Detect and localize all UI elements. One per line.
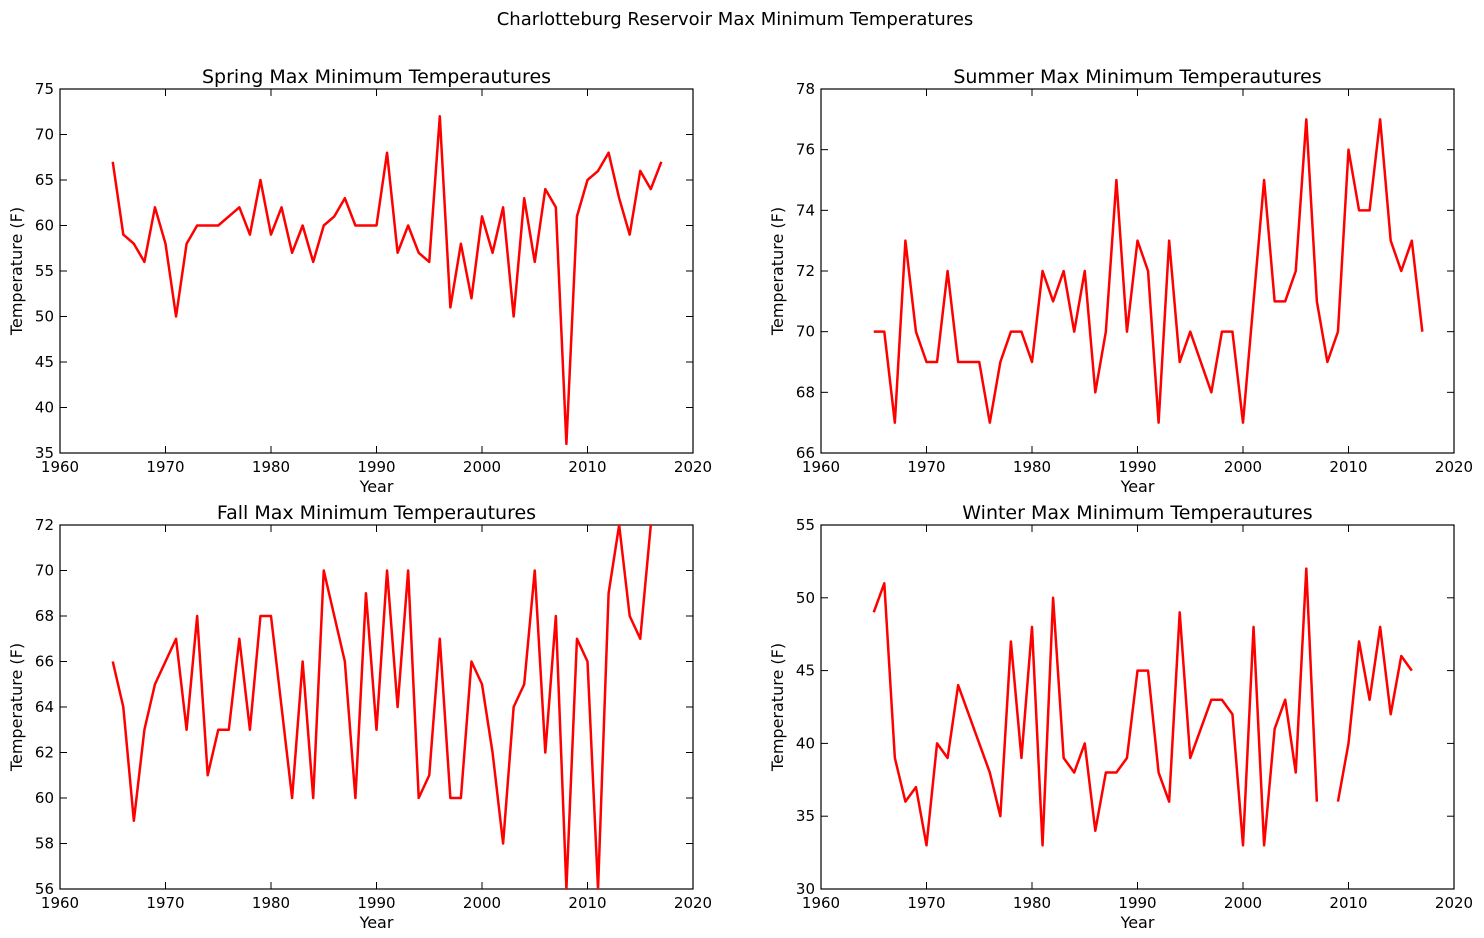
y-tick-label: 64 <box>35 698 54 716</box>
x-tick-label: 2000 <box>1224 458 1262 476</box>
x-tick-label: 1980 <box>252 894 290 912</box>
x-axis-label: Year <box>359 913 394 932</box>
axes-frame <box>59 88 694 454</box>
figure-title: Charlotteburg Reservoir Max Minimum Temp… <box>497 9 974 30</box>
y-tick-label: 40 <box>35 399 54 417</box>
axes-frame <box>820 88 1455 454</box>
x-tick-label: 2010 <box>1329 894 1367 912</box>
x-tick-label: 1960 <box>802 458 840 476</box>
y-tick-label: 66 <box>796 444 815 462</box>
x-tick-label: 1970 <box>146 458 184 476</box>
y-tick-label: 72 <box>35 516 54 534</box>
x-tick-label: 1990 <box>357 458 395 476</box>
x-tick-label: 2010 <box>568 894 606 912</box>
x-tick-label: 1970 <box>907 894 945 912</box>
axes-frame <box>820 524 1455 890</box>
y-tick-label: 58 <box>35 835 54 853</box>
y-tick-label: 74 <box>796 201 815 219</box>
y-tick-label: 78 <box>796 80 815 98</box>
y-tick-label: 70 <box>35 562 54 580</box>
y-axis-label: Temperature (F) <box>7 207 26 336</box>
x-tick-label: 1970 <box>146 894 184 912</box>
chart-fall: 1960 1970 1980 1990 2000 2010 2020 56 58 60 62 64 66… <box>7 502 712 932</box>
y-tick-label: 35 <box>35 444 54 462</box>
series-line-summer <box>873 118 1424 424</box>
chart-title: Winter Max Minimum Temperautures <box>962 502 1312 524</box>
chart-spring: 1960 1970 1980 1990 2000 2010 2020 35 40 45 50 55 60… <box>7 66 712 496</box>
x-tick-label: 1960 <box>802 894 840 912</box>
x-tick-label: 2000 <box>463 458 501 476</box>
chart-title: Fall Max Minimum Temperautures <box>217 502 536 524</box>
y-tick-label: 60 <box>35 217 54 235</box>
chart-title: Spring Max Minimum Temperautures <box>202 66 551 88</box>
x-tick-label: 2000 <box>1224 894 1262 912</box>
y-tick-label: 70 <box>796 323 815 341</box>
y-tick-label: 56 <box>35 880 54 898</box>
y-tick-label: 50 <box>35 308 54 326</box>
y-tick-label: 76 <box>796 141 815 159</box>
x-tick-label: 2010 <box>568 458 606 476</box>
y-tick-label: 50 <box>796 589 815 607</box>
x-tick-label: 1960 <box>41 894 79 912</box>
axes-frame <box>59 524 694 890</box>
y-axis-label: Temperature (F) <box>768 207 787 336</box>
y-tick-label: 65 <box>35 171 54 189</box>
x-tick-label: 2000 <box>463 894 501 912</box>
x-tick-label: 2020 <box>674 894 712 912</box>
y-tick-label: 66 <box>35 653 54 671</box>
y-tick-label: 30 <box>796 880 815 898</box>
x-tick-label: 1960 <box>41 458 79 476</box>
x-tick-label: 1970 <box>907 458 945 476</box>
y-axis-label: Temperature (F) <box>7 643 26 772</box>
series-line-winter-1 <box>872 567 1319 847</box>
x-axis-label: Year <box>1120 477 1155 496</box>
chart-title: Summer Max Minimum Temperautures <box>953 66 1321 88</box>
x-tick-label: 2020 <box>1435 894 1473 912</box>
x-tick-label: 1990 <box>1118 894 1156 912</box>
y-tick-label: 60 <box>35 789 54 807</box>
x-tick-label: 1990 <box>357 894 395 912</box>
y-tick-label: 55 <box>35 262 54 280</box>
y-axis-label: Temperature (F) <box>768 643 787 772</box>
y-tick-label: 72 <box>796 262 815 280</box>
y-tick-label: 55 <box>796 516 815 534</box>
y-tick-label: 62 <box>35 744 54 762</box>
y-tick-label: 68 <box>35 607 54 625</box>
x-tick-label: 1980 <box>1013 894 1051 912</box>
panels: 1960 1970 1980 1990 2000 2010 2020 35 40 45 50 55 60… <box>7 66 1473 932</box>
series-line-fall <box>111 525 653 889</box>
y-tick-label: 35 <box>796 807 815 825</box>
x-tick-label: 1980 <box>252 458 290 476</box>
chart-summer: 1960 1970 1980 1990 2000 2010 2020 66 68 70 72 74 76… <box>768 66 1473 496</box>
series-line-winter-2 <box>1336 625 1413 802</box>
x-tick-label: 2020 <box>674 458 712 476</box>
series-line-spring <box>111 115 663 446</box>
chart-winter: 1960 1970 1980 1990 2000 2010 2020 30 35 40 45 50 55… <box>768 502 1473 932</box>
x-axis-label: Year <box>1120 913 1155 932</box>
x-tick-label: 2010 <box>1329 458 1367 476</box>
x-tick-label: 1980 <box>1013 458 1051 476</box>
x-tick-label: 2020 <box>1435 458 1473 476</box>
x-axis-label: Year <box>359 477 394 496</box>
y-tick-label: 45 <box>796 662 815 680</box>
y-tick-label: 40 <box>796 734 815 752</box>
y-tick-label: 45 <box>35 353 54 371</box>
y-tick-label: 70 <box>35 126 54 144</box>
x-tick-label: 1990 <box>1118 458 1156 476</box>
y-tick-label: 75 <box>35 80 54 98</box>
y-tick-label: 68 <box>796 383 815 401</box>
